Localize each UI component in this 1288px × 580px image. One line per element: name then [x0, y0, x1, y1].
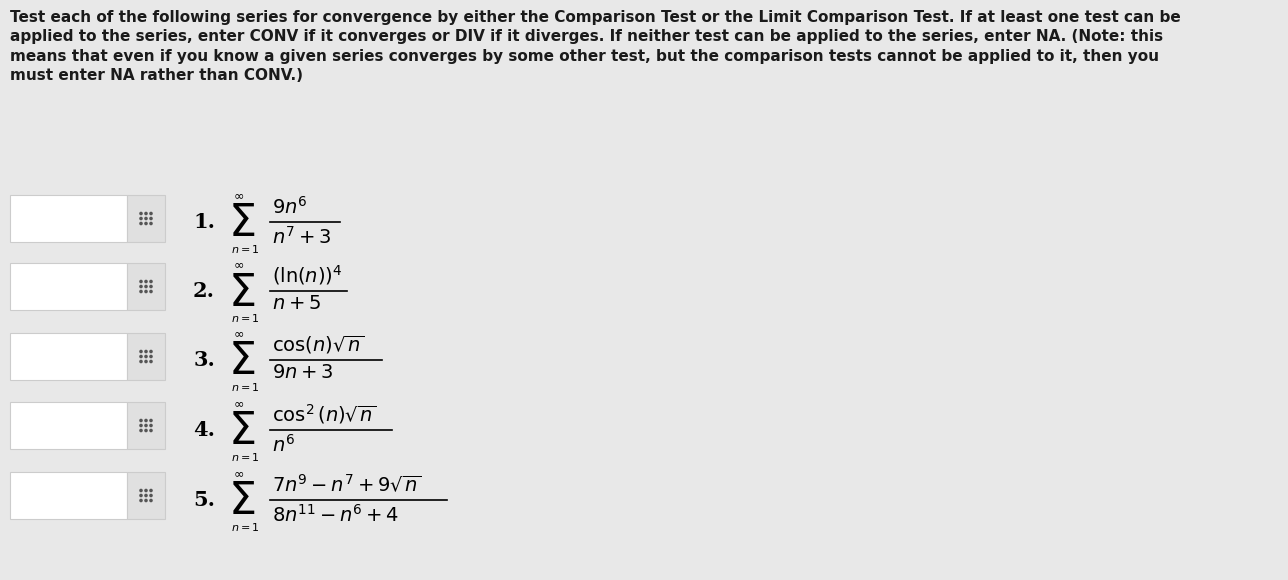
Circle shape — [149, 429, 153, 432]
Circle shape — [139, 212, 143, 215]
Text: $7n^9-n^7+9\sqrt{n}$: $7n^9-n^7+9\sqrt{n}$ — [272, 473, 421, 496]
Circle shape — [149, 285, 153, 288]
Text: $\Sigma$: $\Sigma$ — [228, 411, 255, 454]
Circle shape — [149, 494, 153, 497]
Circle shape — [149, 280, 153, 283]
Circle shape — [139, 222, 143, 225]
Text: applied to the series, enter CONV if it converges or DIV if it diverges. If neit: applied to the series, enter CONV if it … — [10, 30, 1163, 45]
Text: $\Sigma$: $\Sigma$ — [228, 271, 255, 314]
Circle shape — [144, 355, 148, 358]
Text: $\infty$: $\infty$ — [233, 327, 245, 340]
Circle shape — [144, 212, 148, 215]
Text: $n{=}1$: $n{=}1$ — [231, 312, 260, 324]
Circle shape — [144, 499, 148, 502]
Text: $\Sigma$: $\Sigma$ — [228, 340, 255, 383]
Bar — [10, 263, 128, 310]
Text: $\infty$: $\infty$ — [233, 189, 245, 202]
Text: $\cos(n)\sqrt{n}$: $\cos(n)\sqrt{n}$ — [272, 334, 365, 356]
Text: $n+5$: $n+5$ — [272, 295, 321, 313]
Circle shape — [139, 424, 143, 427]
Bar — [128, 195, 165, 242]
Text: $\infty$: $\infty$ — [233, 258, 245, 271]
Text: $n{=}1$: $n{=}1$ — [231, 521, 260, 533]
Text: Test each of the following series for convergence by either the Comparison Test : Test each of the following series for co… — [10, 10, 1181, 25]
Text: 5.: 5. — [193, 490, 215, 510]
Text: $9n^6$: $9n^6$ — [272, 196, 308, 218]
Circle shape — [144, 217, 148, 220]
Circle shape — [144, 489, 148, 492]
Bar — [10, 333, 128, 380]
Circle shape — [139, 280, 143, 283]
Bar — [128, 472, 165, 519]
Text: $n{=}1$: $n{=}1$ — [231, 243, 260, 255]
Circle shape — [149, 222, 153, 225]
Bar — [128, 263, 165, 310]
Circle shape — [144, 280, 148, 283]
Circle shape — [144, 424, 148, 427]
Circle shape — [149, 360, 153, 363]
Text: $(\mathrm{ln}(n))^4$: $(\mathrm{ln}(n))^4$ — [272, 263, 343, 287]
Circle shape — [139, 499, 143, 502]
Circle shape — [144, 360, 148, 363]
Circle shape — [139, 350, 143, 353]
Text: $9n+3$: $9n+3$ — [272, 364, 334, 382]
Text: $\infty$: $\infty$ — [233, 397, 245, 410]
Circle shape — [149, 419, 153, 422]
Text: 3.: 3. — [193, 350, 215, 370]
Text: must enter NA rather than CONV.): must enter NA rather than CONV.) — [10, 68, 303, 84]
Bar — [128, 402, 165, 449]
Circle shape — [149, 289, 153, 293]
Text: $\Sigma$: $\Sigma$ — [228, 480, 255, 524]
Circle shape — [149, 355, 153, 358]
Circle shape — [144, 419, 148, 422]
Circle shape — [149, 350, 153, 353]
Circle shape — [139, 360, 143, 363]
Bar — [10, 472, 128, 519]
Circle shape — [144, 222, 148, 225]
Circle shape — [139, 419, 143, 422]
Circle shape — [144, 350, 148, 353]
Circle shape — [139, 489, 143, 492]
Circle shape — [139, 289, 143, 293]
Text: $n{=}1$: $n{=}1$ — [231, 381, 260, 393]
Bar — [10, 195, 128, 242]
Text: 4.: 4. — [193, 420, 215, 440]
Circle shape — [139, 494, 143, 497]
Bar — [10, 402, 128, 449]
Bar — [128, 333, 165, 380]
Text: $\cos^2(n)\sqrt{n}$: $\cos^2(n)\sqrt{n}$ — [272, 402, 376, 426]
Text: 1.: 1. — [193, 212, 215, 232]
Circle shape — [139, 355, 143, 358]
Circle shape — [149, 212, 153, 215]
Circle shape — [144, 494, 148, 497]
Text: means that even if you know a given series converges by some other test, but the: means that even if you know a given seri… — [10, 49, 1159, 64]
Circle shape — [149, 424, 153, 427]
Circle shape — [149, 499, 153, 502]
Circle shape — [144, 429, 148, 432]
Circle shape — [144, 289, 148, 293]
Circle shape — [149, 217, 153, 220]
Circle shape — [139, 429, 143, 432]
Text: $\Sigma$: $\Sigma$ — [228, 202, 255, 245]
Text: $\infty$: $\infty$ — [233, 467, 245, 480]
Text: $n^6$: $n^6$ — [272, 434, 295, 456]
Circle shape — [139, 217, 143, 220]
Text: $n{=}1$: $n{=}1$ — [231, 451, 260, 463]
Circle shape — [144, 285, 148, 288]
Circle shape — [149, 489, 153, 492]
Text: 2.: 2. — [193, 281, 215, 301]
Text: $8n^{11}-n^6+4$: $8n^{11}-n^6+4$ — [272, 504, 399, 526]
Circle shape — [139, 285, 143, 288]
Text: $n^7+3$: $n^7+3$ — [272, 226, 331, 248]
